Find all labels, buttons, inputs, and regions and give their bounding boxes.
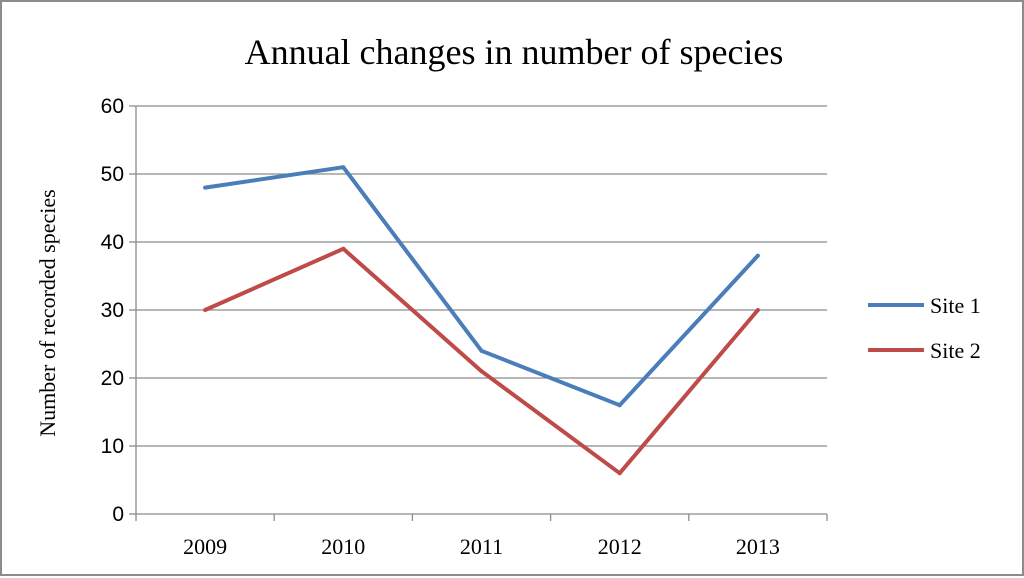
y-axis-ticks: 0 10 20 30 40 50 60: [101, 95, 136, 526]
y-tick-label: 60: [101, 95, 124, 118]
y-tick-label: 30: [101, 299, 124, 322]
data-point: [479, 369, 484, 374]
y-tick-label: 50: [101, 163, 124, 186]
y-tick-label: 10: [101, 435, 124, 458]
y-axis-label: Number of recorded species: [35, 189, 60, 436]
data-point: [755, 308, 760, 312]
legend: Site 1 Site 2: [868, 293, 981, 363]
x-tick-label: 2012: [598, 534, 642, 559]
data-point: [479, 348, 484, 353]
legend-label: Site 2: [930, 338, 981, 363]
data-point: [341, 246, 346, 251]
x-tick-label: 2010: [321, 534, 365, 559]
data-point: [203, 185, 208, 190]
series-line-2: [204, 246, 760, 476]
x-tick-label: 2013: [736, 534, 780, 559]
x-tick-label: 2009: [183, 534, 227, 559]
chart-title: Annual changes in number of species: [245, 32, 784, 72]
data-point: [203, 308, 208, 312]
y-tick-label: 0: [112, 503, 124, 526]
legend-label: Site 1: [930, 293, 981, 318]
series-lines: [203, 165, 760, 476]
gridlines: [136, 105, 827, 447]
y-tick-label: 40: [101, 231, 124, 254]
x-axis-ticks: 2009 2010 2011 2012 2013: [135, 514, 828, 559]
data-point: [341, 165, 346, 170]
y-tick-label: 20: [101, 367, 124, 390]
data-point: [617, 403, 622, 408]
data-point: [755, 253, 760, 258]
x-tick-label: 2011: [460, 534, 503, 559]
data-point: [617, 471, 622, 476]
